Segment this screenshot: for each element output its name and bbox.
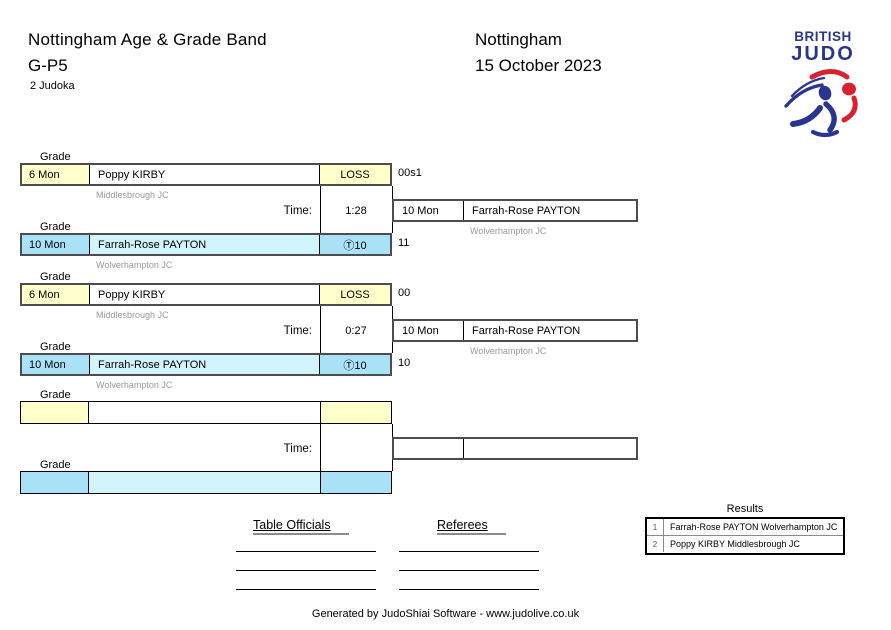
signature-line <box>399 570 539 571</box>
competitor-name-cell <box>89 472 321 493</box>
match-block-2: Grade 6 Mon Poppy KIRBY LOSS Middlesbrou… <box>0 270 891 400</box>
signature-line <box>236 570 376 571</box>
competitor-row-blue: 10 Mon Farrah-Rose PAYTON Ⓣ10 <box>20 233 392 256</box>
venue-name: Nottingham <box>475 30 562 49</box>
club-label: Middlesbrough JC <box>96 190 169 200</box>
referees-heading: Referees <box>437 518 506 535</box>
grade-cell: 6 Mon <box>22 285 90 304</box>
category-code: G-P5 <box>28 56 68 75</box>
result-row: 1 Farrah-Rose PAYTON Wolverhampton JC <box>647 519 843 536</box>
grade-label: Grade <box>40 221 71 233</box>
grade-cell: 10 Mon <box>22 355 90 374</box>
score-annotation: 00 <box>398 287 411 299</box>
result-rank: 2 <box>647 536 664 552</box>
winner-grade-cell <box>394 439 464 458</box>
result-cell: LOSS <box>320 165 390 184</box>
grade-cell <box>21 472 89 493</box>
grade-label: Grade <box>40 389 71 401</box>
time-label: Time: <box>283 443 312 455</box>
british-judo-logo-icon: BRITISH JUDO <box>784 29 858 138</box>
competitor-name-cell: Farrah-Rose PAYTON <box>90 355 320 374</box>
competitor-name-cell <box>89 402 321 423</box>
competitor-name-cell: Poppy KIRBY <box>90 165 320 184</box>
result-cell: LOSS <box>320 285 390 304</box>
generator-credit: Generated by JudoShiai Software - www.ju… <box>311 608 580 620</box>
match-block-1: Grade 6 Mon Poppy KIRBY LOSS Middlesbrou… <box>0 150 891 280</box>
grade-label: Grade <box>40 459 71 471</box>
grade-cell <box>21 402 89 423</box>
grade-cell: 6 Mon <box>22 165 90 184</box>
club-label: Wolverhampton JC <box>96 260 173 270</box>
category-title: Nottingham Age & Grade Band <box>28 30 267 49</box>
time-value: 1:28 <box>345 205 367 217</box>
judoka-count: 2 Judoka <box>30 80 75 92</box>
table-officials-heading: Table Officials <box>253 518 349 535</box>
club-label: Middlesbrough JC <box>96 310 169 320</box>
score-annotation: 11 <box>398 237 410 249</box>
grade-label: Grade <box>40 271 71 283</box>
winner-box: 10 Mon Farrah-Rose PAYTON <box>392 199 638 222</box>
event-date: 15 October 2023 <box>475 56 602 75</box>
result-cell: Ⓣ10 <box>320 355 390 374</box>
winner-name-cell: Farrah-Rose PAYTON <box>472 204 581 217</box>
result-cell <box>321 402 391 423</box>
winner-name-cell <box>464 439 636 458</box>
winner-name-cell: Farrah-Rose PAYTON <box>472 324 581 337</box>
club-label: Wolverhampton JC <box>96 380 173 390</box>
result-cell: Ⓣ10 <box>320 235 390 254</box>
match-block-3: Grade Time: Grade <box>0 388 891 518</box>
competitor-name-cell: Poppy KIRBY <box>90 285 320 304</box>
results-table: 1 Farrah-Rose PAYTON Wolverhampton JC 2 … <box>645 517 845 555</box>
time-label: Time: <box>283 325 312 337</box>
time-value: 0:27 <box>345 325 367 337</box>
competitor-row-white <box>20 401 392 424</box>
winner-box <box>392 437 638 460</box>
grade-cell: 10 Mon <box>22 235 90 254</box>
result-row: 2 Poppy KIRBY Middlesbrough JC <box>647 536 843 552</box>
result-competitor: Farrah-Rose PAYTON Wolverhampton JC <box>670 522 838 532</box>
competitor-row-blue <box>20 471 392 494</box>
signature-line <box>399 551 539 552</box>
score-annotation: 10 <box>398 357 411 369</box>
result-competitor: Poppy KIRBY Middlesbrough JC <box>670 539 800 549</box>
winner-club-label: Wolverhampton JC <box>470 346 547 356</box>
grade-label: Grade <box>40 151 71 163</box>
grade-label: Grade <box>40 341 71 353</box>
winner-grade-cell: 10 Mon <box>394 321 464 340</box>
svg-text:JUDO: JUDO <box>791 43 855 65</box>
winner-grade-cell: 10 Mon <box>394 201 464 220</box>
results-title: Results <box>726 503 764 515</box>
result-cell <box>321 472 391 493</box>
signature-line <box>236 551 376 552</box>
result-rank: 1 <box>647 519 664 535</box>
svg-text:BRITISH: BRITISH <box>794 29 852 44</box>
winner-club-label: Wolverhampton JC <box>470 226 547 236</box>
signature-line <box>399 589 539 590</box>
score-annotation: 00s1 <box>398 167 422 179</box>
signature-line <box>236 589 376 590</box>
time-column-lines <box>320 424 393 471</box>
competitor-row-white: 6 Mon Poppy KIRBY LOSS <box>20 283 392 306</box>
competitor-name-cell: Farrah-Rose PAYTON <box>90 235 320 254</box>
competitor-row-white: 6 Mon Poppy KIRBY LOSS <box>20 163 392 186</box>
winner-box: 10 Mon Farrah-Rose PAYTON <box>392 319 638 342</box>
competitor-row-blue: 10 Mon Farrah-Rose PAYTON Ⓣ10 <box>20 353 392 376</box>
time-label: Time: <box>283 205 312 217</box>
